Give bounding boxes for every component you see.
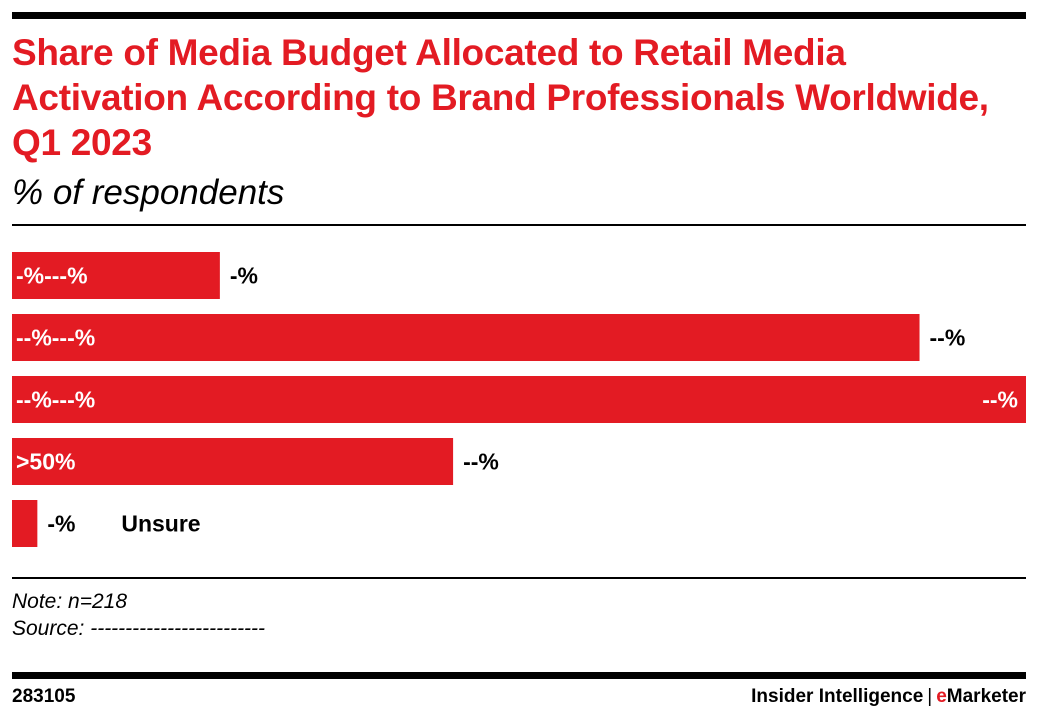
category-label-1: --%---% bbox=[16, 325, 95, 351]
chart-id: 283105 bbox=[12, 686, 76, 707]
chart-title: Share of Media Budget Allocated to Retai… bbox=[12, 32, 989, 163]
header-divider bbox=[12, 224, 1026, 226]
category-label-2: --%---% bbox=[16, 387, 95, 413]
category-label-3: >50% bbox=[16, 449, 75, 475]
bar-4 bbox=[12, 500, 38, 547]
value-label-1: --% bbox=[930, 325, 966, 351]
source-text: Source: ------------------------- bbox=[12, 617, 266, 640]
value-label-4: -% bbox=[47, 511, 75, 537]
bar-3 bbox=[12, 438, 454, 485]
bar-1 bbox=[12, 314, 920, 361]
bottom-rule bbox=[12, 672, 1026, 679]
brand-credit: Insider Intelligence | eMarketer bbox=[751, 686, 1026, 708]
note-text: Note: n=218 bbox=[12, 590, 128, 613]
notes-divider bbox=[12, 577, 1026, 579]
bar-0 bbox=[12, 252, 220, 299]
brand-main: Insider Intelligence bbox=[751, 686, 924, 707]
brand-separator: | bbox=[927, 686, 933, 707]
category-label-4: Unsure bbox=[121, 511, 200, 537]
notes-block: Note: n=218 Source: --------------------… bbox=[12, 588, 265, 642]
value-label-2: --% bbox=[982, 387, 1018, 413]
brand-e: e bbox=[936, 686, 947, 707]
top-rule bbox=[12, 12, 1026, 19]
bar-2 bbox=[12, 376, 1026, 423]
category-label-0: -%---% bbox=[16, 263, 88, 289]
chart-subtitle: % of respondents bbox=[12, 173, 285, 212]
value-label-3: --% bbox=[463, 449, 499, 475]
value-label-0: -% bbox=[230, 263, 258, 289]
brand-rest: Marketer bbox=[946, 686, 1026, 707]
